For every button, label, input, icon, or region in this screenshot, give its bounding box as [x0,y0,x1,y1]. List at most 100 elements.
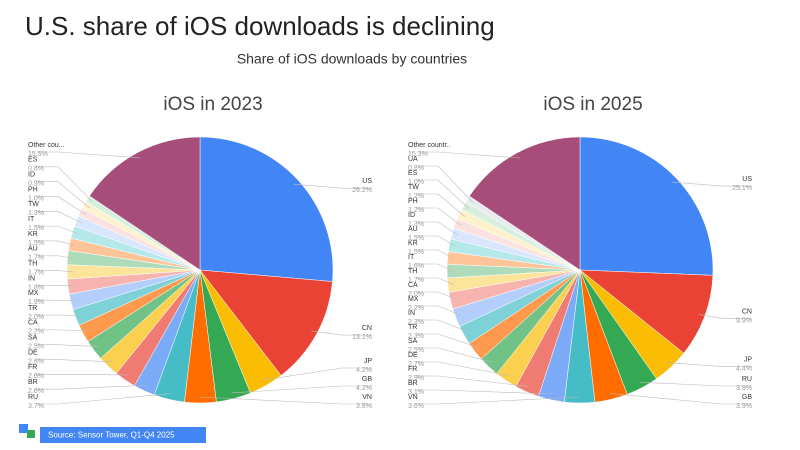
slice-value-label: 1.9% [28,299,44,306]
slice-label: PH [28,186,38,193]
slice-label: BR [28,379,38,386]
slice-value-label: 1.7% [28,255,44,262]
slice-value-label: 1.0% [408,179,424,186]
slice-label: TH [28,260,37,267]
slice-label: AU [28,246,38,253]
pie-slice [89,136,201,271]
leader-line [36,210,83,224]
slice-label: ID [408,212,415,219]
slice-value-label: 2.2% [408,305,424,312]
slice-label: KR [28,231,38,238]
leader-line [416,263,454,272]
leader-line [416,193,466,217]
slice-value-label: 1.2% [408,193,424,200]
source-box [40,427,206,443]
slice-label: GB [742,394,752,401]
slice-label: FR [28,364,37,371]
leader-line [416,221,459,236]
slice-label: Other countr.. [408,142,450,149]
leader-line [36,240,76,246]
slice-value-label: 3.6% [408,403,424,410]
slice-value-label: 1.2% [408,207,424,214]
pie-slice [199,269,333,376]
slice-label: KR [408,240,418,247]
slice-label: BR [408,380,418,387]
slice-value-label: 3.1% [408,389,424,396]
slice-label: JP [364,358,373,365]
slice-value-label: 1.5% [28,240,44,247]
slice-label: FR [408,366,417,373]
slice-label: MX [28,290,39,297]
pie-title: iOS in 2025 [543,94,642,115]
slice-value-label: 2.5% [28,344,44,351]
slice-label: TR [28,305,37,312]
leader-line [416,291,457,300]
slice-value-label: 3.8% [356,403,372,410]
slice-label: CA [28,320,38,327]
source: Source: Sensor Tower, Q1-Q4 2025 [48,431,175,440]
slice-label: ID [28,171,35,178]
slice-label: ES [408,170,418,177]
slice-label: UA [408,156,418,163]
slice-value-label: 2.0% [408,291,424,298]
slice-value-label: 0.8% [408,165,424,172]
slice-label: GB [362,376,372,383]
slice-value-label: 3.9% [736,403,752,410]
slice-value-label: 1.6% [408,263,424,270]
slice-label: ES [28,157,38,164]
pie-title: iOS in 2023 [163,94,262,115]
slice-value-label: 2.7% [408,361,424,368]
subtitle: Share of iOS downloads by countries [237,51,467,67]
leader-line [671,181,752,187]
leader-line [36,329,89,331]
slice-value-label: 2.9% [408,375,424,382]
slice-value-label: 2.5% [408,347,424,354]
slice-value-label: 1.7% [408,277,424,284]
leader-line [36,181,90,209]
slice-value-label: 3.7% [28,403,44,410]
slice-value-label: 26.2% [352,187,372,194]
slice-label: DE [28,349,38,356]
slice-value-label: 0.9% [28,180,44,187]
slice-label: TH [408,268,417,275]
leader-line [293,183,372,189]
leader-line [416,319,470,333]
slice-value-label: 9.9% [736,317,752,324]
slice-value-label: 4.2% [356,385,372,392]
pie-slice [469,136,581,271]
slice-label: RU [742,376,752,383]
slice-value-label: 1.3% [28,210,44,217]
leader-line [36,270,74,273]
slide-title: U.S. share of iOS downloads is declining [25,11,495,41]
slice-label: CN [742,308,752,315]
slice-label: IT [28,216,35,223]
leader-line [36,393,171,405]
slice-label: MX [408,296,419,303]
slice-label: Other cou... [28,142,65,149]
pie-slice [579,136,714,276]
slice-value-label: 0.8% [28,166,44,173]
slice-value-label: 15.5% [28,151,48,158]
leader-line [416,151,521,159]
slice-label: CA [408,282,418,289]
slice-label: TW [408,184,419,191]
leader-line [311,330,372,336]
slice-label: SA [28,335,38,342]
slice-label: VN [362,394,372,401]
leader-line [416,179,470,209]
leader-line [36,166,93,203]
slice-value-label: 1.3% [408,221,424,228]
slice-label: PH [408,198,418,205]
slice-label: CN [362,325,372,332]
leader-line [36,225,79,235]
slice-label: US [742,176,752,183]
slice-label: IN [408,310,415,317]
leader-line [36,255,74,259]
slice-value-label: 1.5% [408,249,424,256]
slice-value-label: 2.0% [28,314,44,321]
slice-value-label: 13.1% [352,334,372,341]
slice-label: JP [744,356,753,363]
leader-line [200,396,372,405]
source-icon [19,424,35,438]
